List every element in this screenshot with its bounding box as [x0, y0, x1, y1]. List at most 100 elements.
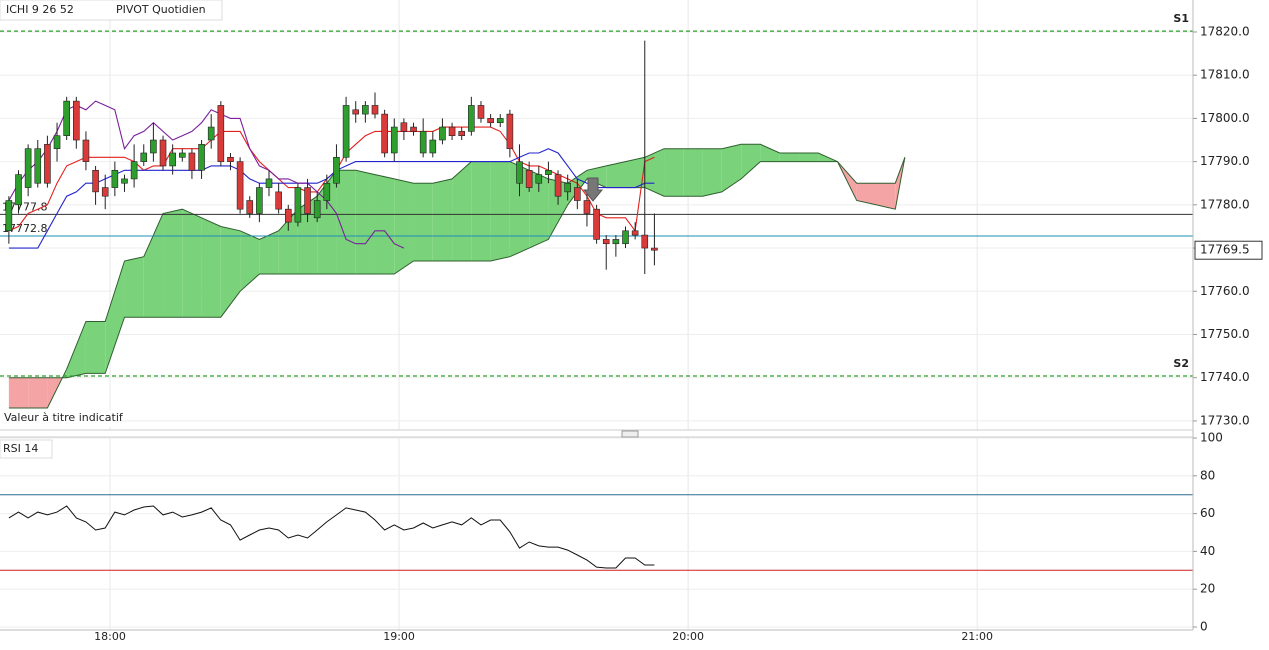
candle-body [150, 139, 157, 154]
candle-body [34, 148, 42, 184]
cloud-segment [143, 213, 164, 318]
cloud-segment [644, 148, 665, 197]
candles [5, 40, 658, 274]
candle-body [429, 139, 437, 154]
x-tick-label: 19:00 [383, 630, 415, 643]
candle-body [525, 169, 533, 188]
signal-arrow [582, 177, 604, 202]
candle-body [92, 169, 99, 193]
candle-body [159, 139, 167, 167]
candle-body [496, 118, 504, 124]
x-tick-label: 20:00 [672, 630, 704, 643]
cloud-segment [105, 261, 125, 374]
candle-body [468, 105, 475, 132]
cloud-segment [471, 161, 491, 262]
candle-body [284, 208, 292, 223]
candle-body [516, 161, 523, 184]
candle-body [333, 157, 340, 184]
candle-body [410, 126, 417, 132]
candle-body [622, 230, 629, 245]
cloud-segment [760, 144, 780, 162]
candle-body [554, 174, 562, 197]
rsi-line [8, 505, 655, 569]
candle-body [140, 152, 148, 162]
cloud-segment [586, 165, 607, 188]
y-tick-label: 80 [1200, 468, 1215, 482]
candle-body [545, 169, 552, 175]
header-box [0, 0, 223, 21]
y-tick-label: 100 [1200, 431, 1223, 445]
candle-body [593, 208, 600, 240]
candle-body [574, 187, 581, 201]
candle-body [352, 109, 360, 115]
candle-body [188, 152, 196, 171]
candle-body [82, 139, 90, 162]
cloud-segment [201, 217, 221, 318]
rsi-header: RSI 14 [3, 442, 38, 455]
y-tick-label: 17750.0 [1200, 327, 1250, 341]
candle-body [342, 105, 350, 158]
cloud-segment [336, 170, 356, 274]
cloud-segment [509, 161, 530, 257]
cloud-segment [182, 209, 202, 318]
candle-body [390, 126, 398, 154]
candle-body [602, 239, 610, 245]
candle-body [53, 135, 61, 149]
candle-body [564, 182, 571, 193]
cloud-segment [85, 321, 106, 374]
candle-body [641, 234, 649, 249]
rsi-header-box [0, 439, 53, 459]
y-tick-label: 20 [1200, 582, 1215, 596]
cloud-edge [8, 157, 906, 379]
candle-body [631, 230, 639, 236]
candle-body [477, 105, 485, 119]
last-price-box [1194, 240, 1263, 260]
candle-body [371, 105, 379, 115]
y-tick-label: 17790.0 [1200, 154, 1250, 168]
cloud-segment [124, 256, 144, 318]
cloud-segment [606, 161, 626, 188]
candle-body [487, 118, 494, 124]
labels: 18:00 19:00 20:00 21:00 17730.0 17740.0 17750.… [94, 12, 1263, 643]
candle-body [612, 239, 620, 245]
y-tick-label: 17800.0 [1200, 111, 1250, 125]
cloud-segment [413, 183, 433, 262]
cloud-segment [702, 148, 722, 197]
candle-body [651, 247, 658, 251]
indicator-header: ICHI 9 26 52 [6, 3, 74, 16]
cloud-segment [721, 144, 742, 192]
y-tick-label: 17760.0 [1200, 284, 1250, 298]
candle-body [439, 126, 446, 141]
cloud-segment [432, 178, 453, 262]
cloud-segment [8, 377, 29, 408]
candle-body [236, 161, 244, 210]
cloud-edge [8, 143, 906, 409]
candle-body [381, 113, 388, 154]
candle-body [323, 182, 331, 201]
y-tick-label: 17740.0 [1200, 370, 1250, 384]
price-line-label: 17772.8 [2, 222, 48, 235]
x-tick-label: 21:00 [961, 630, 993, 643]
candle-body [169, 152, 176, 167]
cloud-segment [394, 178, 414, 274]
cloud-segment [66, 321, 86, 378]
cloud-segment [163, 209, 183, 318]
candle-body [73, 100, 80, 141]
cloud-segment [240, 230, 260, 292]
cloud-segment [625, 157, 645, 188]
cloud-segment [355, 170, 375, 274]
candle-body [256, 187, 263, 214]
candle-body [246, 200, 254, 214]
candle-body [458, 131, 466, 136]
cloud-segment [490, 161, 510, 262]
cloud-segment [779, 152, 799, 162]
candle-body [44, 144, 51, 184]
splitter-handle[interactable] [621, 430, 639, 438]
splitter[interactable] [621, 430, 639, 438]
candle-body [362, 105, 369, 115]
y-tick-label: 40 [1200, 544, 1215, 558]
candle-body [178, 152, 186, 158]
y-tick-label: 17820.0 [1200, 24, 1250, 38]
candle-body [24, 148, 32, 188]
candle-body [15, 174, 22, 206]
